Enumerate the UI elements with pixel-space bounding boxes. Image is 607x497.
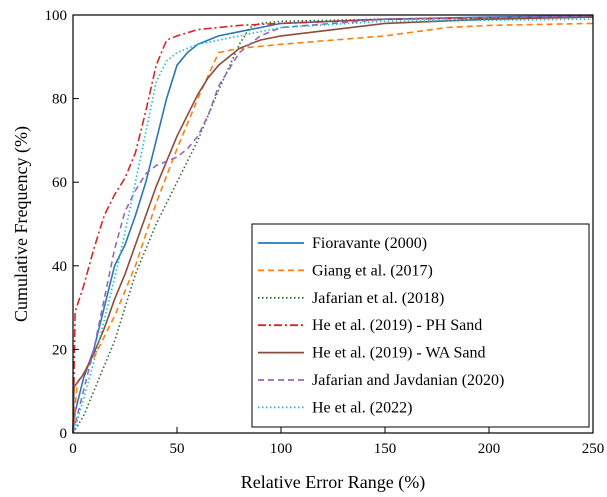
legend-label: He et al. (2019) - PH Sand bbox=[312, 317, 482, 334]
y-tick-label: 100 bbox=[45, 8, 68, 24]
legend-box bbox=[251, 223, 590, 428]
x-tick-label: 250 bbox=[582, 441, 605, 457]
x-axis-title: Relative Error Range (%) bbox=[241, 472, 425, 493]
legend-label: Fioravante (2000) bbox=[312, 235, 427, 252]
x-tick-label: 150 bbox=[374, 441, 397, 457]
legend-label: He et al. (2019) - WA Sand bbox=[312, 345, 485, 362]
legend-label: Jafarian et al. (2018) bbox=[312, 290, 444, 307]
x-tick-label: 100 bbox=[270, 441, 293, 457]
series-line-4 bbox=[72, 16, 594, 434]
legend: Fioravante (2000) Giang et al. (2017) Jafa… bbox=[251, 223, 590, 428]
legend-label: Jafarian and Javdanian (2020) bbox=[312, 372, 504, 389]
y-tick-label: 80 bbox=[52, 92, 67, 108]
y-axis-ticks: 0 20 40 60 80 100 bbox=[45, 8, 79, 442]
x-tick-label: 0 bbox=[69, 441, 77, 457]
y-tick-label: 60 bbox=[52, 175, 67, 191]
legend-label: He et al. (2022) bbox=[312, 399, 412, 416]
plot-lines bbox=[72, 15, 594, 434]
series-line-3 bbox=[72, 16, 594, 434]
series-line-5 bbox=[72, 16, 594, 434]
x-tick-label: 200 bbox=[478, 441, 501, 457]
x-tick-label: 50 bbox=[170, 441, 185, 457]
x-axis-ticks: 0 50 100 150 200 250 bbox=[69, 427, 604, 457]
y-tick-label: 40 bbox=[52, 259, 67, 275]
y-tick-label: 0 bbox=[60, 426, 68, 442]
y-tick-label: 20 bbox=[52, 342, 67, 358]
series-line-2 bbox=[72, 22, 594, 434]
y-axis-title: Cumulative Frequency (%) bbox=[11, 126, 32, 322]
plot-frame bbox=[72, 14, 594, 434]
series-line-6 bbox=[72, 15, 594, 434]
legend-label: Giang et al. (2017) bbox=[312, 262, 433, 279]
